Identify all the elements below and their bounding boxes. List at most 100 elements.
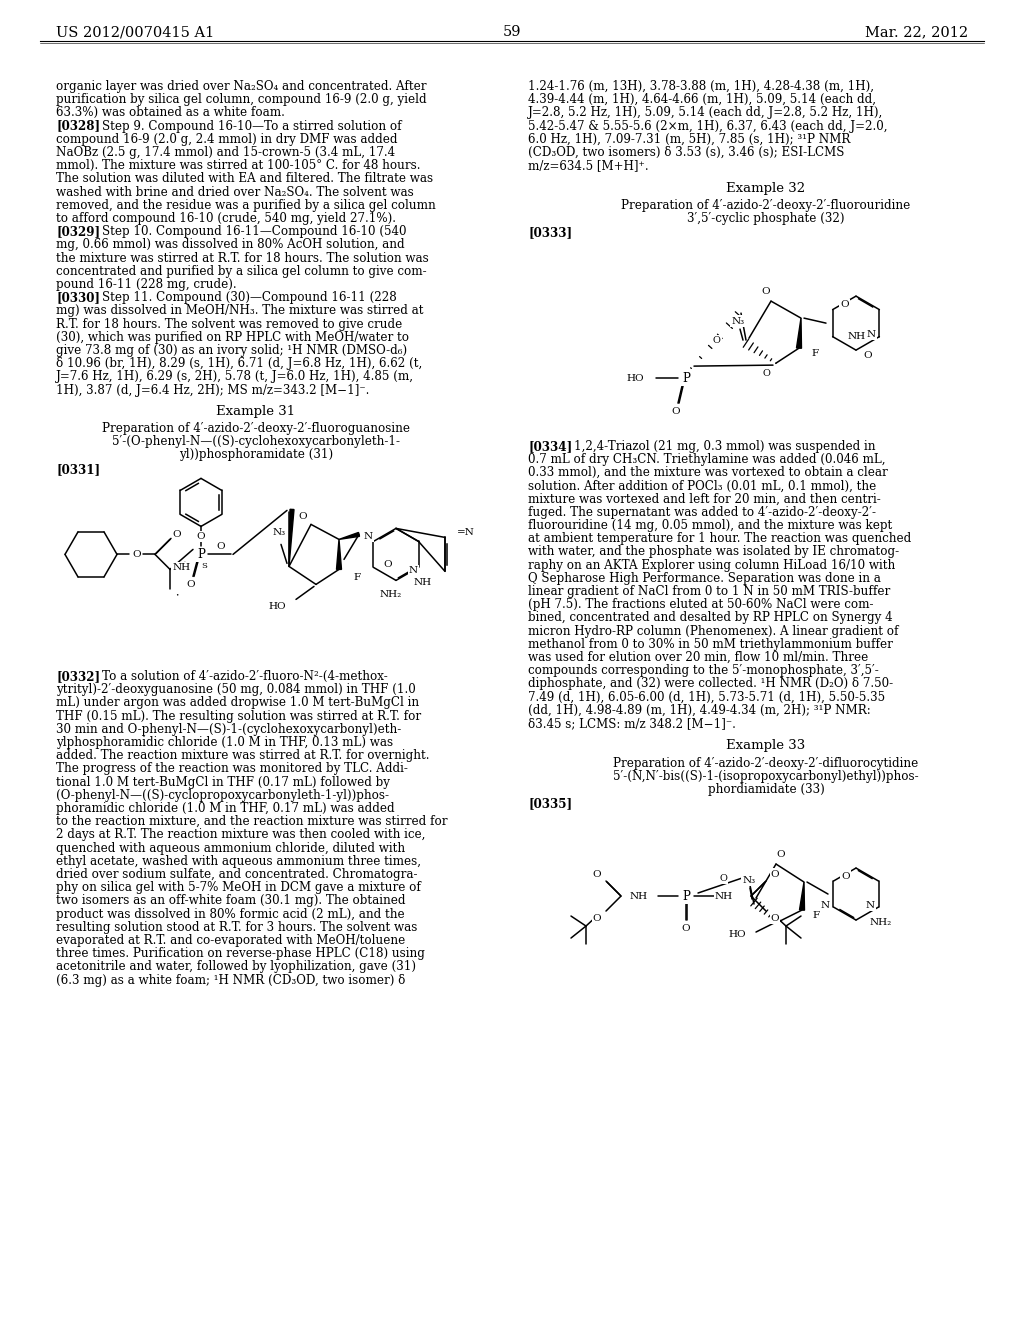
Text: 6.0 Hz, 1H), 7.09-7.31 (m, 5H), 7.85 (s, 1H); ³¹P NMR: 6.0 Hz, 1H), 7.09-7.31 (m, 5H), 7.85 (s,… — [528, 133, 850, 145]
Text: bined, concentrated and desalted by RP HPLC on Synergy 4: bined, concentrated and desalted by RP H… — [528, 611, 893, 624]
Text: J=7.6 Hz, 1H), 6.29 (s, 2H), 5.78 (t, J=6.0 Hz, 1H), 4.85 (m,: J=7.6 Hz, 1H), 6.29 (s, 2H), 5.78 (t, J=… — [56, 371, 414, 383]
Text: O: O — [841, 871, 850, 880]
Text: NH: NH — [715, 891, 733, 900]
Text: with water, and the phosphate was isolated by IE chromatog-: with water, and the phosphate was isolat… — [528, 545, 899, 558]
Text: Example 32: Example 32 — [726, 182, 806, 194]
Text: O: O — [713, 337, 721, 345]
Text: purification by silica gel column, compound 16-9 (2.0 g, yield: purification by silica gel column, compo… — [56, 94, 427, 106]
Text: fluorouridine (14 mg, 0.05 mmol), and the mixture was kept: fluorouridine (14 mg, 0.05 mmol), and th… — [528, 519, 892, 532]
Text: [0331]: [0331] — [56, 463, 100, 475]
Text: [0335]: [0335] — [528, 797, 572, 810]
Text: tional 1.0 M tert-BuMgCl in THF (0.17 mL) followed by: tional 1.0 M tert-BuMgCl in THF (0.17 mL… — [56, 776, 390, 788]
Text: (30), which was purified on RP HPLC with MeOH/water to: (30), which was purified on RP HPLC with… — [56, 331, 409, 343]
Text: S: S — [201, 562, 207, 570]
Text: [0329]: [0329] — [56, 226, 100, 238]
Text: O: O — [771, 913, 779, 923]
Text: linear gradient of NaCl from 0 to 1 N in 50 mM TRIS-buffer: linear gradient of NaCl from 0 to 1 N in… — [528, 585, 890, 598]
Text: mixture was vortexed and left for 20 min, and then centri-: mixture was vortexed and left for 20 min… — [528, 492, 881, 506]
Text: HO: HO — [627, 374, 644, 383]
Text: yl))phosphoramidate (31): yl))phosphoramidate (31) — [179, 449, 333, 461]
Text: O: O — [186, 579, 196, 589]
Polygon shape — [339, 532, 359, 540]
Text: The progress of the reaction was monitored by TLC. Addi-: The progress of the reaction was monitor… — [56, 763, 408, 775]
Text: raphy on an AKTA Explorer using column HiLoad 16/10 with: raphy on an AKTA Explorer using column H… — [528, 558, 895, 572]
Text: product was dissolved in 80% formic acid (2 mL), and the: product was dissolved in 80% formic acid… — [56, 908, 404, 920]
Text: (6.3 mg) as a white foam; ¹H NMR (CD₃OD, two isomer) δ: (6.3 mg) as a white foam; ¹H NMR (CD₃OD,… — [56, 974, 406, 986]
Text: give 73.8 mg of (30) as an ivory solid; ¹H NMR (DMSO-d₆): give 73.8 mg of (30) as an ivory solid; … — [56, 345, 408, 356]
Text: 59: 59 — [503, 25, 521, 40]
Text: O: O — [762, 368, 770, 378]
Text: two isomers as an off-white foam (30.1 mg). The obtained: two isomers as an off-white foam (30.1 m… — [56, 895, 406, 907]
Text: F: F — [812, 911, 819, 920]
Text: phordiamidate (33): phordiamidate (33) — [708, 783, 824, 796]
Text: phy on silica gel with 5-7% MeOH in DCM gave a mixture of: phy on silica gel with 5-7% MeOH in DCM … — [56, 882, 421, 894]
Text: R.T. for 18 hours. The solvent was removed to give crude: R.T. for 18 hours. The solvent was remov… — [56, 318, 402, 330]
Text: N: N — [866, 900, 876, 909]
Text: O: O — [133, 550, 141, 558]
Text: O: O — [197, 532, 206, 541]
Text: added. The reaction mixture was stirred at R.T. for overnight.: added. The reaction mixture was stirred … — [56, 750, 429, 762]
Text: NH: NH — [630, 891, 648, 900]
Text: N₃: N₃ — [742, 875, 756, 884]
Text: Example 31: Example 31 — [216, 405, 296, 417]
Text: compounds corresponding to the 5′-monophosphate, 3′,5′-: compounds corresponding to the 5′-monoph… — [528, 664, 879, 677]
Text: O: O — [762, 286, 770, 296]
Text: O: O — [719, 874, 727, 883]
Text: Mar. 22, 2012: Mar. 22, 2012 — [865, 25, 968, 40]
Text: 1.24-1.76 (m, 13H), 3.78-3.88 (m, 1H), 4.28-4.38 (m, 1H),: 1.24-1.76 (m, 13H), 3.78-3.88 (m, 1H), 4… — [528, 81, 874, 92]
Text: Step 11. Compound (30)—Compound 16-11 (228: Step 11. Compound (30)—Compound 16-11 (2… — [87, 292, 396, 304]
Text: P: P — [682, 372, 690, 384]
Text: 3′,5′-cyclic phosphate (32): 3′,5′-cyclic phosphate (32) — [687, 213, 845, 224]
Text: O: O — [383, 560, 392, 569]
Text: [0334]: [0334] — [528, 440, 572, 453]
Text: the mixture was stirred at R.T. for 18 hours. The solution was: the mixture was stirred at R.T. for 18 h… — [56, 252, 429, 264]
Text: Q Sepharose High Performance. Separation was done in a: Q Sepharose High Performance. Separation… — [528, 572, 881, 585]
Text: HO: HO — [268, 602, 286, 611]
Text: (dd, 1H), 4.98-4.89 (m, 1H), 4.49-4.34 (m, 2H); ³¹P NMR:: (dd, 1H), 4.98-4.89 (m, 1H), 4.49-4.34 (… — [528, 704, 870, 717]
Text: 7.49 (d, 1H), 6.05-6.00 (d, 1H), 5.73-5.71 (d, 1H), 5.50-5.35: 7.49 (d, 1H), 6.05-6.00 (d, 1H), 5.73-5.… — [528, 690, 885, 704]
Text: ylphosphoramidic chloride (1.0 M in THF, 0.13 mL) was: ylphosphoramidic chloride (1.0 M in THF,… — [56, 737, 393, 748]
Text: =N: =N — [457, 528, 475, 537]
Text: O: O — [863, 351, 872, 359]
Text: ytrityl)-2′-deoxyguanosine (50 mg, 0.084 mmol) in THF (1.0: ytrityl)-2′-deoxyguanosine (50 mg, 0.084… — [56, 684, 416, 696]
Text: N₃: N₃ — [272, 528, 286, 537]
Text: NaOBz (2.5 g, 17.4 mmol) and 15-crown-5 (3.4 mL, 17.4: NaOBz (2.5 g, 17.4 mmol) and 15-crown-5 … — [56, 147, 395, 158]
Text: diphosphate, and (32) were collected. ¹H NMR (D₂O) δ 7.50-: diphosphate, and (32) were collected. ¹H… — [528, 677, 893, 690]
Text: 5′-(N,N′-bis((S)-1-(isopropoxycarbonyl)ethyl))phos-: 5′-(N,N′-bis((S)-1-(isopropoxycarbonyl)e… — [613, 770, 919, 783]
Text: [0332]: [0332] — [56, 671, 100, 682]
Text: Step 9. Compound 16-10—To a stirred solution of: Step 9. Compound 16-10—To a stirred solu… — [87, 120, 401, 132]
Text: P: P — [682, 890, 690, 903]
Text: 5.42-5.47 & 5.55-5.6 (2×m, 1H), 6.37, 6.43 (each dd, J=2.0,: 5.42-5.47 & 5.55-5.6 (2×m, 1H), 6.37, 6.… — [528, 120, 888, 132]
Text: mg) was dissolved in MeOH/NH₃. The mixture was stirred at: mg) was dissolved in MeOH/NH₃. The mixtu… — [56, 305, 424, 317]
Text: NH: NH — [848, 333, 865, 341]
Polygon shape — [289, 510, 294, 566]
Text: N: N — [364, 532, 373, 541]
Text: [0330]: [0330] — [56, 292, 100, 304]
Text: 30 min and O-phenyl-N—(S)-1-(cyclohexoxycarbonyl)eth-: 30 min and O-phenyl-N—(S)-1-(cyclohexoxy… — [56, 723, 401, 735]
Text: HO: HO — [728, 929, 746, 939]
Text: N₃: N₃ — [731, 317, 744, 326]
Text: to afford compound 16-10 (crude, 540 mg, yield 27.1%).: to afford compound 16-10 (crude, 540 mg,… — [56, 213, 396, 224]
Text: N: N — [409, 566, 418, 576]
Text: Preparation of 4′-azido-2′-deoxy-2′-fluorouridine: Preparation of 4′-azido-2′-deoxy-2′-fluo… — [622, 199, 910, 211]
Text: O: O — [217, 543, 225, 550]
Polygon shape — [337, 540, 341, 569]
Text: •: • — [175, 591, 178, 597]
Text: US 2012/0070415 A1: US 2012/0070415 A1 — [56, 25, 214, 40]
Text: O: O — [771, 870, 779, 879]
Text: NH₂: NH₂ — [380, 590, 402, 599]
Text: to the reaction mixture, and the reaction mixture was stirred for: to the reaction mixture, and the reactio… — [56, 816, 447, 828]
Text: at ambient temperature for 1 hour. The reaction was quenched: at ambient temperature for 1 hour. The r… — [528, 532, 911, 545]
Text: The solution was diluted with EA and filtered. The filtrate was: The solution was diluted with EA and fil… — [56, 173, 433, 185]
Polygon shape — [797, 318, 802, 348]
Text: (CD₃OD, two isomers) δ 3.53 (s), 3.46 (s); ESI-LCMS: (CD₃OD, two isomers) δ 3.53 (s), 3.46 (s… — [528, 147, 845, 158]
Text: F: F — [811, 348, 818, 358]
Text: fuged. The supernatant was added to 4′-azido-2′-deoxy-2′-: fuged. The supernatant was added to 4′-a… — [528, 506, 876, 519]
Text: 5′-(O-phenyl-N—((S)-cyclohexoxycarbonyleth-1-: 5′-(O-phenyl-N—((S)-cyclohexoxycarbonyle… — [112, 436, 400, 447]
Text: micron Hydro-RP column (Phenomenex). A linear gradient of: micron Hydro-RP column (Phenomenex). A l… — [528, 624, 898, 638]
Text: J=2.8, 5.2 Hz, 1H), 5.09, 5.14 (each dd, J=2.8, 5.2 Hz, 1H),: J=2.8, 5.2 Hz, 1H), 5.09, 5.14 (each dd,… — [528, 107, 884, 119]
Text: O: O — [776, 850, 785, 858]
Text: 4.39-4.44 (m, 1H), 4.64-4.66 (m, 1H), 5.09, 5.14 (each dd,: 4.39-4.44 (m, 1H), 4.64-4.66 (m, 1H), 5.… — [528, 94, 876, 106]
Text: was used for elution over 20 min, flow 10 ml/min. Three: was used for elution over 20 min, flow 1… — [528, 651, 868, 664]
Text: 2 days at R.T. The reaction mixture was then cooled with ice,: 2 days at R.T. The reaction mixture was … — [56, 829, 425, 841]
